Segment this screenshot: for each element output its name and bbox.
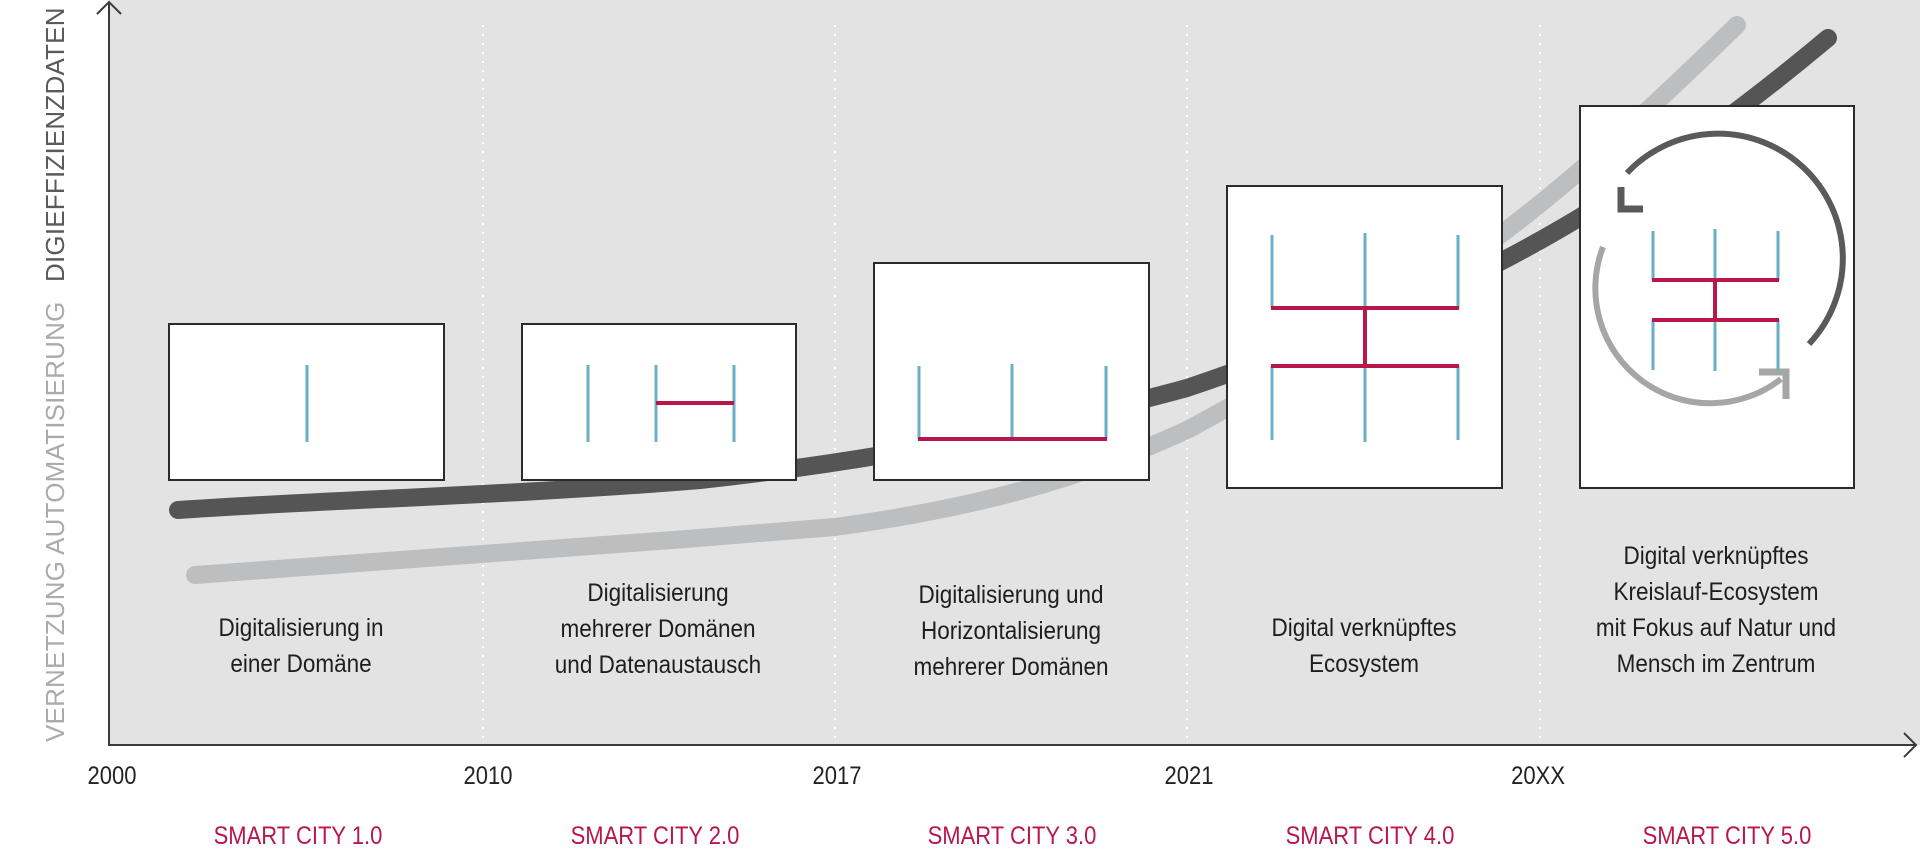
arrow-head-dark-icon bbox=[1617, 187, 1643, 213]
y-axis-label-primary: DIGIEFFIZIENZDATEN bbox=[40, 7, 70, 282]
x-tick-2017: 2017 bbox=[812, 762, 862, 790]
x-tick-2010: 2010 bbox=[463, 762, 513, 790]
stage-3-description: Digitalisierung und Horizontalisierung m… bbox=[913, 581, 1109, 681]
stage-3-label: SMART CITY 3.0 bbox=[927, 822, 1097, 850]
stage-5-label: SMART CITY 5.0 bbox=[1642, 822, 1812, 850]
stage-1-box bbox=[168, 323, 445, 481]
x-tick-2021: 2021 bbox=[1164, 762, 1214, 790]
cycle-arrow-light-icon bbox=[1592, 245, 1783, 407]
stage-2-description: Digitalisierung mehrerer Domänen und Dat… bbox=[554, 579, 762, 679]
stage-4-box bbox=[1226, 185, 1503, 489]
stage-2-label: SMART CITY 2.0 bbox=[570, 822, 740, 850]
horizontal-integration-icon bbox=[917, 364, 1108, 441]
stage-1-description: Digitalisierung in einer Domäne bbox=[218, 614, 384, 678]
single-domain-icon bbox=[305, 365, 309, 442]
x-tick-20xx: 20XX bbox=[1511, 762, 1565, 790]
x-axis-arrow-icon bbox=[1903, 732, 1918, 758]
stage-2-box bbox=[521, 323, 797, 481]
stage-3-box bbox=[873, 262, 1150, 481]
stage-4-description: Digital verknüpftes Ecosystem bbox=[1271, 614, 1457, 678]
arrow-head-light-icon bbox=[1759, 368, 1790, 399]
y-axis-label-secondary: VERNETZUNG AUTOMATISIERUNG bbox=[40, 301, 70, 743]
ecosystem-icon bbox=[1270, 233, 1460, 442]
stage-5-description: Digital verknüpftes Kreislauf-Ecosystem … bbox=[1595, 542, 1837, 678]
axes bbox=[96, 0, 1918, 758]
cycle-arrow-dark-icon bbox=[1624, 130, 1846, 347]
x-tick-2000: 2000 bbox=[87, 762, 137, 790]
stage-5-box bbox=[1579, 105, 1855, 489]
stage-1-label: SMART CITY 1.0 bbox=[213, 822, 383, 850]
stage-4-label: SMART CITY 4.0 bbox=[1285, 822, 1455, 850]
circular-ecosystem-icon bbox=[1592, 130, 1846, 407]
y-axis-arrow-icon bbox=[96, 0, 122, 15]
data-exchange-icon bbox=[586, 365, 736, 442]
